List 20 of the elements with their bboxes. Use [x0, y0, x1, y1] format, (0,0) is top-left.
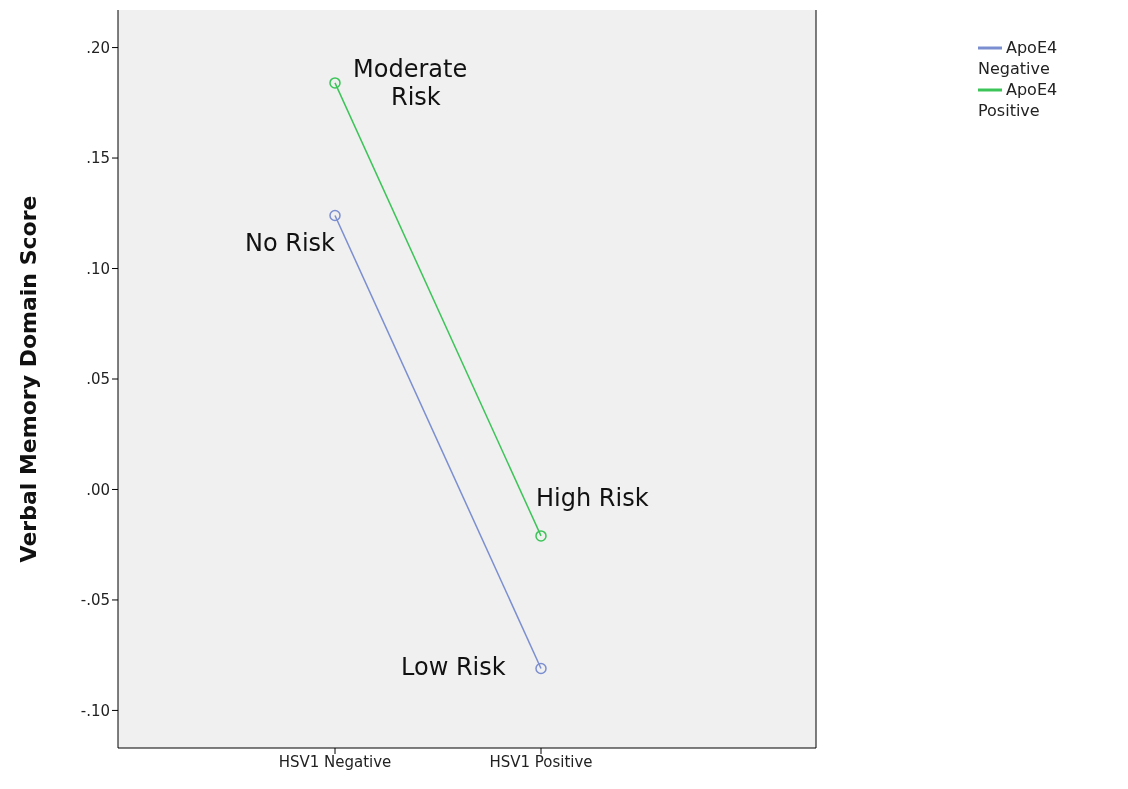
annotation: Moderate Risk: [353, 54, 468, 111]
point: [329, 77, 341, 89]
legend-label: ApoE4 Positive: [978, 79, 1058, 120]
legend-label: ApoE4 Negative: [978, 37, 1058, 78]
point: [535, 662, 547, 675]
y-tick-label: .05: [86, 370, 110, 389]
point: [535, 530, 547, 542]
y-tick-label: .15: [86, 149, 110, 168]
y-tick-label: -.05: [80, 591, 110, 610]
x-tick-label: HSV1 Positive: [489, 752, 593, 771]
y-axis-title: Verbal Memory Domain Score: [15, 195, 41, 563]
annotation: High Risk: [536, 483, 649, 512]
point: [329, 209, 341, 222]
annotation: Low Risk: [401, 653, 506, 682]
y-tick-label: .20: [86, 38, 110, 57]
y-tick-label: -.10: [80, 701, 110, 720]
y-tick-label: .10: [86, 259, 110, 278]
y-tick-label: .00: [86, 480, 110, 499]
x-tick-label: HSV1 Negative: [278, 752, 392, 771]
annotation: No Risk: [245, 229, 336, 258]
